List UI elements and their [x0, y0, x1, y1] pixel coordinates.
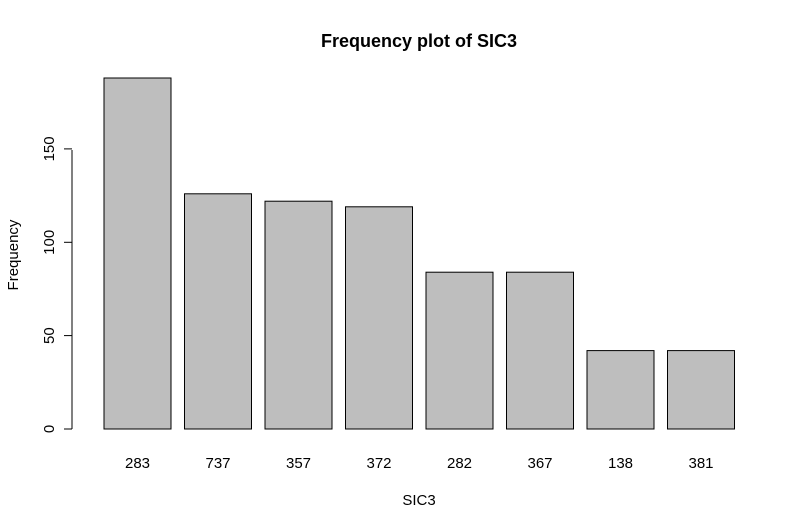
- bar-282: [425, 271, 494, 430]
- bar-737: [184, 193, 252, 430]
- x-tick-labels: 283 737 357 372 282 367 138 381: [125, 455, 714, 472]
- chart-title: Frequency plot of SIC3: [321, 31, 517, 51]
- x-tick-label: 357: [286, 455, 311, 472]
- x-tick-label: 138: [608, 455, 633, 472]
- bar-372: [345, 206, 413, 430]
- bar-367: [506, 271, 574, 430]
- bars-group: [103, 77, 735, 430]
- y-tick-label: 0: [41, 425, 58, 433]
- y-tick-label: 50: [41, 327, 58, 344]
- x-tick-label: 381: [688, 455, 713, 472]
- y-tick-label: 150: [41, 136, 58, 161]
- x-tick-label: 283: [125, 455, 150, 472]
- x-tick-label: 282: [447, 455, 472, 472]
- y-axis: 0 50 100 150: [41, 136, 73, 433]
- x-tick-label: 367: [527, 455, 552, 472]
- y-axis-label: Frequency: [5, 219, 22, 290]
- x-tick-label: 372: [366, 455, 391, 472]
- x-tick-label: 737: [205, 455, 230, 472]
- bar-138: [586, 350, 655, 430]
- y-tick-label: 100: [41, 230, 58, 255]
- x-axis-label: SIC3: [402, 492, 435, 509]
- bar-283: [103, 77, 172, 430]
- bar-381: [667, 350, 735, 430]
- bar-357: [264, 200, 333, 430]
